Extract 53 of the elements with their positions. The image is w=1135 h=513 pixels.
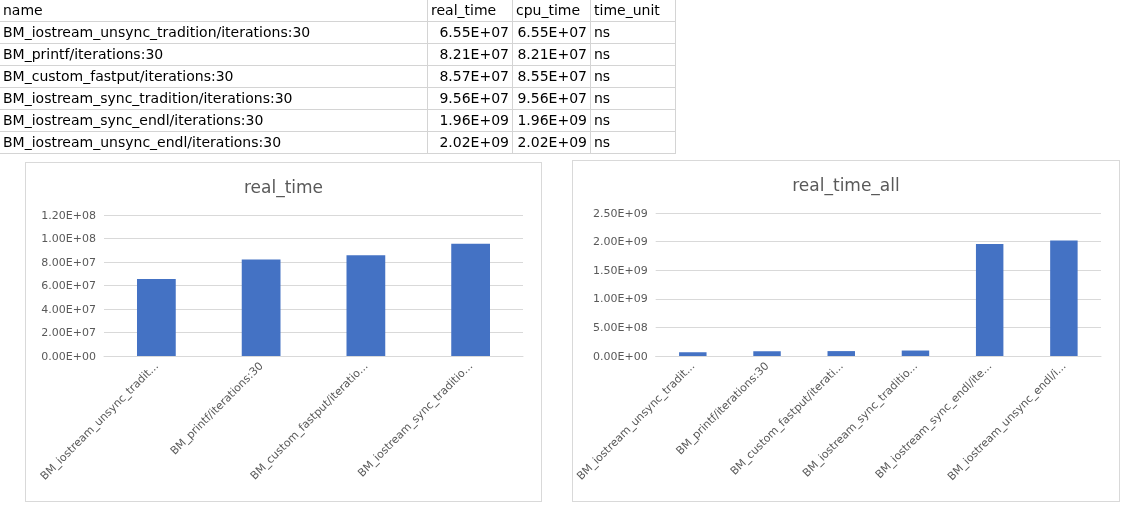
y-tick-label: 0.00E+00 <box>593 349 648 363</box>
chart-title: real_time_all <box>792 174 900 196</box>
bar <box>451 243 490 356</box>
bar <box>753 351 781 356</box>
text: BM_printf/iterations:30 <box>0 44 428 66</box>
bar <box>679 352 707 356</box>
text: BM_iostream_unsync_endl/iterations:30 <box>0 132 428 154</box>
y-tick-label: 6.00E+07 <box>41 279 96 292</box>
text: 8.57E+07 <box>428 66 513 88</box>
y-tick-label: 1.00E+08 <box>41 232 96 245</box>
text: 6.55E+07 <box>428 22 513 44</box>
text: BM_custom_fastput/iterations:30 <box>0 66 428 88</box>
text: 2.02E+09 <box>428 132 513 154</box>
bar <box>241 259 281 356</box>
text: BM_iostream_unsync_tradition/iterations:30 <box>0 22 428 44</box>
bar <box>827 351 855 356</box>
y-tick-label: 1.00E+09 <box>593 292 648 306</box>
bar <box>137 279 176 356</box>
text: 1.96E+09 <box>513 110 591 132</box>
text: ns <box>591 66 676 88</box>
chart-title: real_time <box>243 176 324 198</box>
text: cpu_time <box>513 0 591 22</box>
text: 8.21E+07 <box>428 44 513 66</box>
text: 8.21E+07 <box>513 44 591 66</box>
text: ns <box>591 110 676 132</box>
y-tick-label: 5.00E+08 <box>593 320 648 334</box>
text: 9.56E+07 <box>513 88 591 110</box>
text: 2.02E+09 <box>513 132 591 154</box>
y-tick-label: 2.00E+09 <box>593 235 648 249</box>
bar <box>1050 240 1078 356</box>
text: ns <box>591 22 676 44</box>
text: 9.56E+07 <box>428 88 513 110</box>
text: 1.96E+09 <box>428 110 513 132</box>
y-tick-label: 1.20E+08 <box>41 208 96 222</box>
y-tick-label: 8.00E+07 <box>41 255 96 269</box>
text: name <box>0 0 428 22</box>
bar <box>346 255 386 356</box>
text: 6.55E+07 <box>513 22 591 44</box>
bar <box>975 243 1004 356</box>
text: 8.55E+07 <box>513 66 591 88</box>
text: real_time <box>428 0 513 22</box>
text: BM_iostream_sync_endl/iterations:30 <box>0 110 428 132</box>
bar <box>901 350 930 356</box>
y-tick-label: 2.50E+09 <box>593 206 648 220</box>
text: BM_iostream_sync_tradition/iterations:30 <box>0 88 428 110</box>
y-tick-label: 2.00E+07 <box>41 326 96 339</box>
text: ns <box>591 88 676 110</box>
text: ns <box>591 132 676 154</box>
y-tick-label: 1.50E+09 <box>593 263 648 277</box>
y-tick-label: 0.00E+00 <box>41 349 96 363</box>
text: time_unit <box>591 0 676 22</box>
text: ns <box>591 44 676 66</box>
y-tick-label: 4.00E+07 <box>41 302 96 316</box>
